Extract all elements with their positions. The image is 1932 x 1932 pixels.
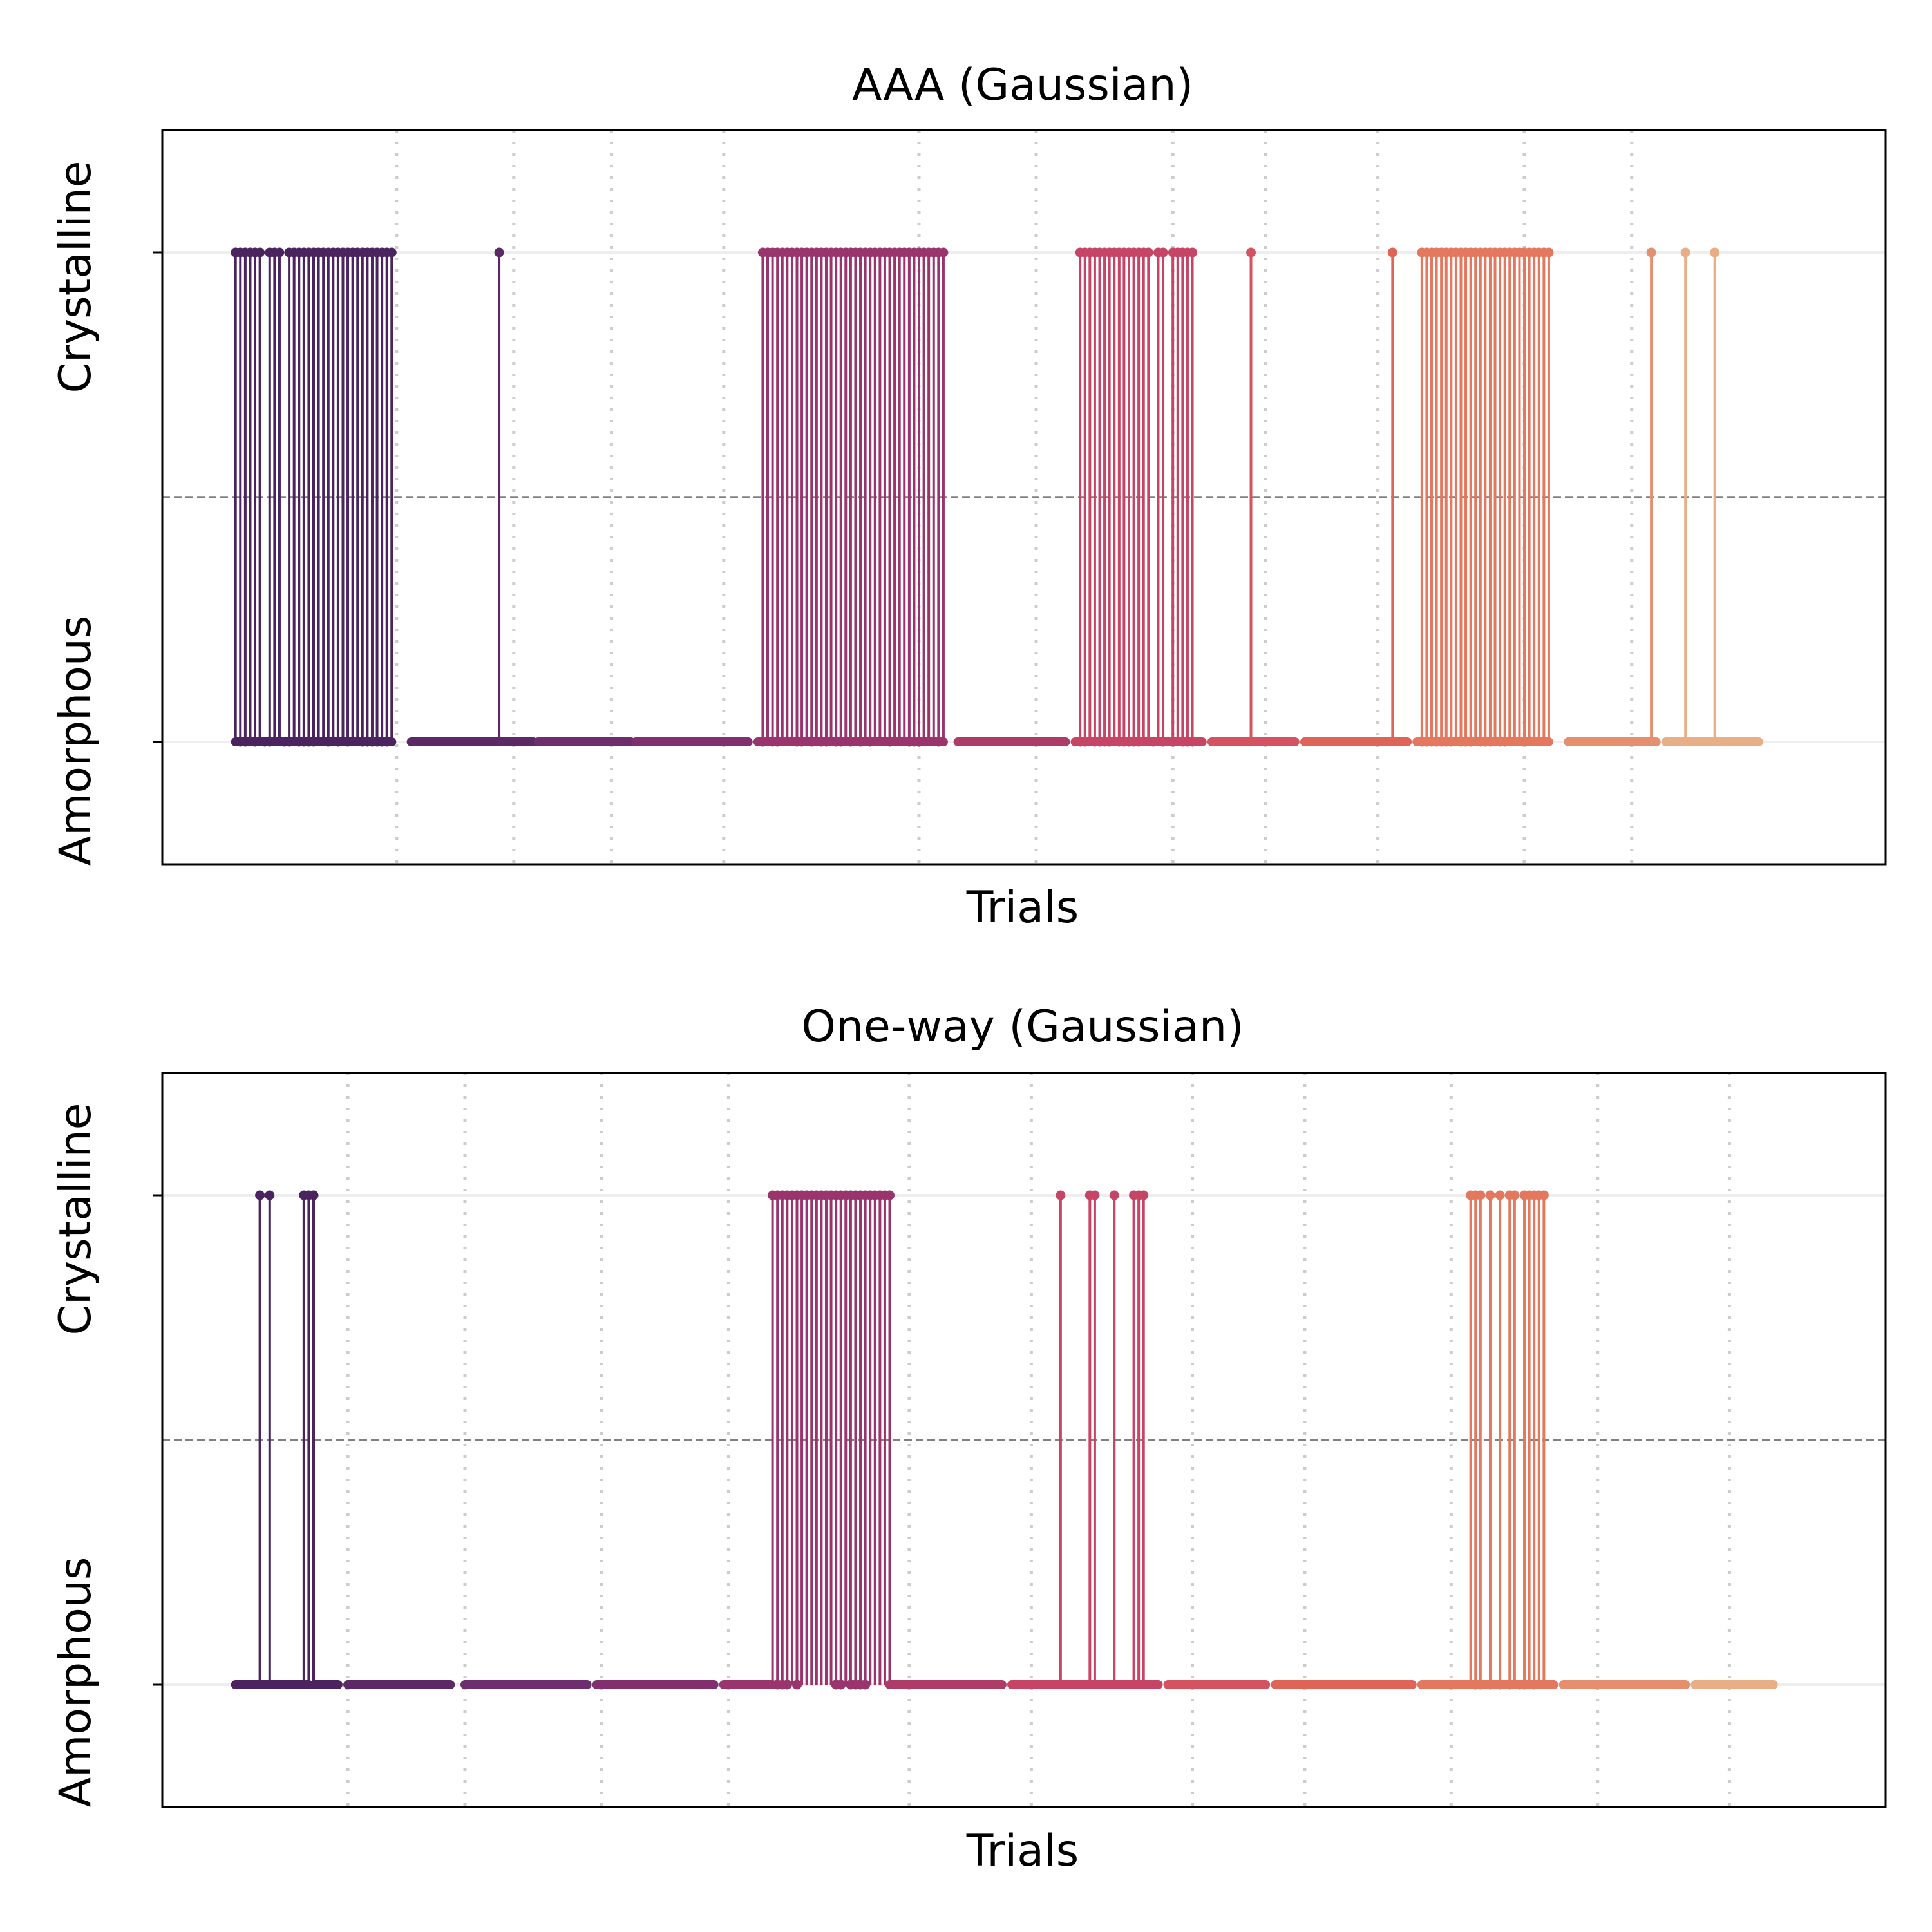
amorphous-point (791, 1680, 802, 1690)
amorphous-point (1466, 737, 1476, 747)
plot-area (153, 129, 1887, 866)
crystalline-point (1090, 1190, 1100, 1200)
amorphous-point (1446, 737, 1456, 747)
crystalline-point (255, 247, 265, 258)
crystalline-point (1495, 1190, 1505, 1200)
series-segment (1207, 247, 1300, 746)
amorphous-point (323, 737, 334, 747)
crystalline-point (1539, 1190, 1549, 1200)
crystalline-point (494, 247, 504, 258)
crystalline-point (1139, 1190, 1149, 1200)
amorphous-point (836, 737, 846, 747)
amorphous-point (240, 737, 251, 747)
crystalline-point (885, 1190, 895, 1200)
amorphous-point (855, 737, 866, 747)
amorphous-point (782, 1680, 792, 1690)
amorphous-point (914, 737, 924, 747)
crystalline-point (1143, 247, 1153, 258)
crystalline-point (1158, 247, 1168, 258)
crystalline-point (1646, 247, 1656, 258)
crystalline-point (1387, 247, 1397, 258)
crystalline-point (1710, 247, 1720, 258)
panel-title: AAA (Gaussian) (852, 60, 1193, 111)
crystalline-point (1246, 247, 1256, 258)
amorphous-point (885, 737, 895, 747)
crystalline-point (308, 1190, 319, 1200)
crystalline-point (1485, 1190, 1495, 1200)
axes-frame (161, 1072, 1887, 1808)
series-segment (231, 1190, 319, 1689)
y-tick-label-amorphous: Amorphous (50, 616, 101, 866)
amorphous-point (1485, 737, 1495, 747)
amorphous-point (1519, 1680, 1530, 1690)
amorphous-point (1188, 737, 1198, 747)
amorphous-point (1529, 1680, 1539, 1690)
amorphous-point (797, 737, 807, 747)
amorphous-point (250, 737, 260, 747)
top-panel-aaa-gaussian: AAA (Gaussian) Trials Crystalline Amorph… (50, 60, 1887, 933)
crystalline-point (1544, 247, 1554, 258)
amorphous-point (1504, 1680, 1515, 1690)
amorphous-point (846, 737, 856, 747)
x-axis-label: Trials (966, 882, 1079, 933)
amorphous-point (333, 737, 343, 747)
amorphous-point (1158, 737, 1168, 747)
amorphous-point (343, 737, 353, 747)
axes-frame (161, 129, 1887, 866)
amorphous-point (1500, 737, 1510, 747)
panel-title: One-way (Gaussian) (801, 1001, 1244, 1052)
amorphous-point (821, 737, 831, 747)
crystalline-point (1475, 1190, 1486, 1200)
amorphous-point (1485, 1680, 1495, 1690)
crystalline-point (274, 247, 285, 258)
series-segment (231, 247, 397, 747)
y-tick-label-crystalline: Crystalline (50, 1103, 101, 1335)
amorphous-point (933, 737, 943, 747)
crystalline-point (938, 247, 949, 258)
series-segment (1412, 247, 1554, 747)
amorphous-point (836, 1680, 846, 1690)
amorphous-point (757, 737, 768, 747)
amorphous-point (1475, 1680, 1486, 1690)
crystalline-point (265, 1190, 275, 1200)
x-axis-label: Trials (966, 1826, 1079, 1877)
amorphous-point (308, 737, 319, 747)
amorphous-point (1168, 737, 1178, 747)
amorphous-point (1080, 737, 1090, 747)
crystalline-point (255, 1190, 265, 1200)
amorphous-point (806, 737, 817, 747)
crystalline-point (1188, 247, 1198, 258)
series-segment (753, 247, 949, 747)
series-segment (1417, 1190, 1558, 1690)
amorphous-point (1495, 1680, 1505, 1690)
series-segment (719, 1190, 895, 1690)
amorphous-point (865, 737, 875, 747)
series-segment (1661, 247, 1763, 746)
y-tick-label-amorphous: Amorphous (50, 1557, 101, 1808)
crystalline-point (1510, 1190, 1520, 1200)
y-tick-label-crystalline: Crystalline (50, 160, 101, 393)
bottom-panel-one-way-gaussian: One-way (Gaussian) Trials Crystalline Am… (50, 1001, 1887, 1877)
series-segment (406, 247, 538, 746)
crystalline-point (1056, 1190, 1066, 1200)
series-segment (1070, 247, 1207, 747)
crystalline-point (1109, 1190, 1119, 1200)
series-segment (1300, 247, 1412, 746)
amorphous-point (382, 737, 392, 747)
crystalline-point (386, 247, 397, 258)
amorphous-point (265, 737, 275, 747)
plot-area (153, 1072, 1887, 1808)
amorphous-point (1148, 737, 1159, 747)
amorphous-point (1133, 737, 1144, 747)
amorphous-point (860, 1680, 871, 1690)
amorphous-point (772, 737, 782, 747)
series-segment (1564, 247, 1661, 746)
amorphous-point (1104, 737, 1115, 747)
series-segment (1007, 1190, 1163, 1689)
crystalline-point (1680, 247, 1690, 258)
amorphous-point (284, 737, 294, 747)
